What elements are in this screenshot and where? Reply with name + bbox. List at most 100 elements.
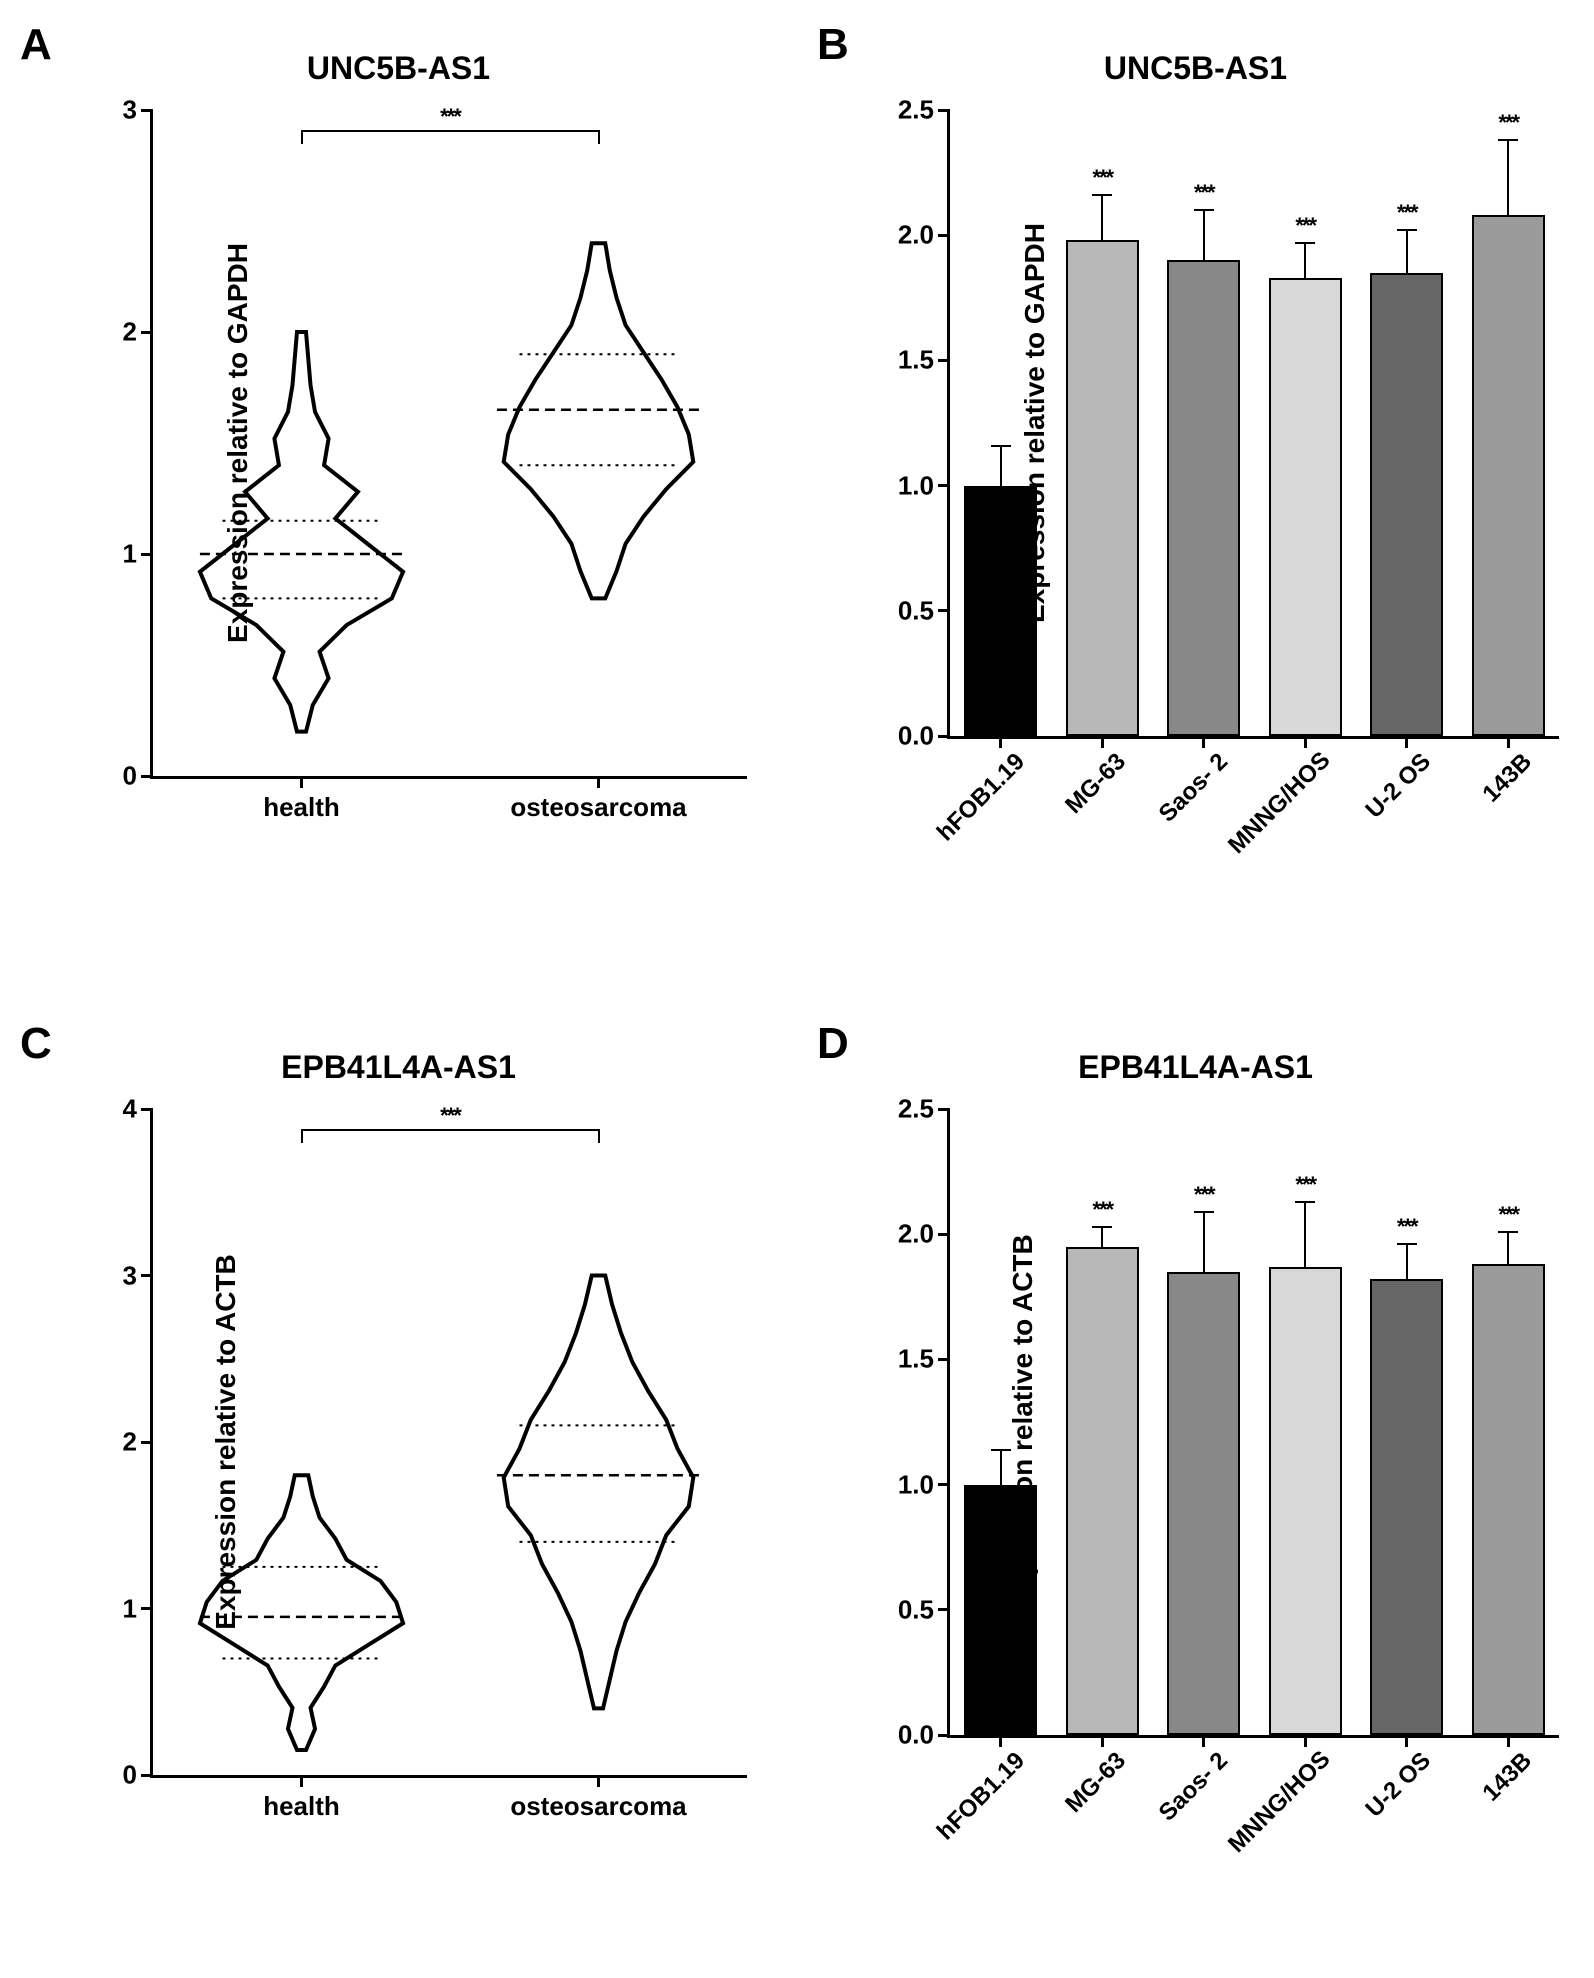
y-tick xyxy=(141,775,153,778)
bar xyxy=(1370,273,1443,736)
error-bar xyxy=(1507,140,1509,215)
bar xyxy=(1269,1267,1342,1735)
significance-marker: *** xyxy=(1092,165,1112,191)
y-tick xyxy=(938,484,950,487)
plot-area-a: Expression relative to GAPDH 0123healtho… xyxy=(150,110,747,779)
significance-bracket xyxy=(302,130,599,132)
significance-marker: *** xyxy=(440,1103,460,1129)
y-tick-label: 2.5 xyxy=(898,95,934,126)
error-bar xyxy=(1203,1212,1205,1272)
y-tick-label: 3 xyxy=(123,95,137,126)
x-tick xyxy=(999,736,1002,748)
x-tick-label: health xyxy=(263,792,340,823)
panel-letter: D xyxy=(817,1019,849,1069)
x-tick-label: 143B xyxy=(1426,1747,1538,1859)
y-tick-label: 2.0 xyxy=(898,1219,934,1250)
x-tick xyxy=(1405,1735,1408,1747)
x-tick xyxy=(1304,736,1307,748)
violin-shape xyxy=(450,110,747,776)
error-bar xyxy=(1304,243,1306,278)
y-tick xyxy=(141,1274,153,1277)
bar xyxy=(1167,1272,1240,1735)
chart-title: EPB41L4A-AS1 xyxy=(281,1049,516,1086)
y-tick-label: 1.5 xyxy=(898,1344,934,1375)
error-bar xyxy=(1000,446,1002,486)
error-cap xyxy=(1092,194,1112,196)
x-tick-label: hFOB1.19 xyxy=(919,1747,1031,1859)
x-tick xyxy=(597,776,600,788)
x-tick xyxy=(1405,736,1408,748)
x-tick-label: 143B xyxy=(1426,748,1538,860)
significance-marker: *** xyxy=(1498,110,1518,136)
y-tick-label: 1.0 xyxy=(898,470,934,501)
significance-marker: *** xyxy=(1397,1214,1417,1240)
y-tick-label: 1 xyxy=(123,1593,137,1624)
x-tick xyxy=(300,776,303,788)
y-tick-label: 4 xyxy=(123,1094,137,1125)
y-tick xyxy=(938,735,950,738)
x-tick xyxy=(1507,1735,1510,1747)
x-tick-label: U-2 OS xyxy=(1325,1747,1437,1859)
error-cap xyxy=(1498,1231,1518,1233)
chart-title: UNC5B-AS1 xyxy=(307,50,490,87)
y-tick xyxy=(938,1233,950,1236)
error-cap xyxy=(991,445,1011,447)
y-tick xyxy=(938,109,950,112)
error-cap xyxy=(991,1449,1011,1451)
chart-title: UNC5B-AS1 xyxy=(1104,50,1287,87)
y-tick-label: 1 xyxy=(123,539,137,570)
y-tick xyxy=(141,331,153,334)
significance-marker: *** xyxy=(1194,180,1214,206)
significance-marker: *** xyxy=(1397,200,1417,226)
significance-marker: *** xyxy=(1295,213,1315,239)
error-cap xyxy=(1295,242,1315,244)
x-tick xyxy=(1202,736,1205,748)
error-bar xyxy=(1507,1232,1509,1265)
x-tick-label: MNNG/HOS xyxy=(1223,1747,1335,1859)
significance-marker: *** xyxy=(440,104,460,130)
y-tick-label: 3 xyxy=(123,1260,137,1291)
bar xyxy=(1066,240,1139,736)
panel-letter: A xyxy=(20,20,52,70)
y-tick-label: 2 xyxy=(123,317,137,348)
error-bar xyxy=(1406,1244,1408,1279)
bar xyxy=(1472,215,1545,736)
significance-bracket xyxy=(598,1129,600,1143)
plot-area-c: Expression relative to ACTB 01234healtho… xyxy=(150,1109,747,1778)
violin-shape xyxy=(153,1109,450,1775)
violin-shape xyxy=(450,1109,747,1775)
x-tick-label: osteosarcoma xyxy=(510,792,686,823)
y-tick xyxy=(938,1608,950,1611)
x-tick-label: MNNG/HOS xyxy=(1223,748,1335,860)
bar xyxy=(1472,1264,1545,1735)
x-tick xyxy=(1202,1735,1205,1747)
x-tick-label: MG-63 xyxy=(1020,748,1132,860)
error-cap xyxy=(1092,1226,1112,1228)
plot-area-b: Expression relative to GAPDH 0.00.51.01.… xyxy=(947,110,1559,739)
x-tick-label: Saos- 2 xyxy=(1122,748,1234,860)
significance-marker: *** xyxy=(1194,1182,1214,1208)
bar xyxy=(1370,1279,1443,1735)
y-tick-label: 2.0 xyxy=(898,220,934,251)
error-bar xyxy=(1406,230,1408,273)
panel-d: D EPB41L4A-AS1 Expression relative to AC… xyxy=(817,1019,1574,1958)
error-bar xyxy=(1000,1450,1002,1485)
y-tick-label: 1.0 xyxy=(898,1469,934,1500)
x-tick xyxy=(597,1775,600,1787)
y-tick xyxy=(141,109,153,112)
y-tick xyxy=(938,1734,950,1737)
x-tick-label: MG-63 xyxy=(1020,1747,1132,1859)
x-tick-label: osteosarcoma xyxy=(510,1791,686,1822)
y-tick-label: 0 xyxy=(123,761,137,792)
significance-marker: *** xyxy=(1092,1197,1112,1223)
y-tick-label: 0.5 xyxy=(898,595,934,626)
y-tick xyxy=(938,1358,950,1361)
violin-shape xyxy=(153,110,450,776)
y-tick xyxy=(938,1108,950,1111)
error-cap xyxy=(1498,139,1518,141)
error-cap xyxy=(1397,229,1417,231)
x-tick-label: Saos- 2 xyxy=(1122,1747,1234,1859)
error-bar xyxy=(1101,195,1103,240)
significance-bracket xyxy=(301,130,303,144)
panel-a: A UNC5B-AS1 Expression relative to GAPDH… xyxy=(20,20,777,959)
